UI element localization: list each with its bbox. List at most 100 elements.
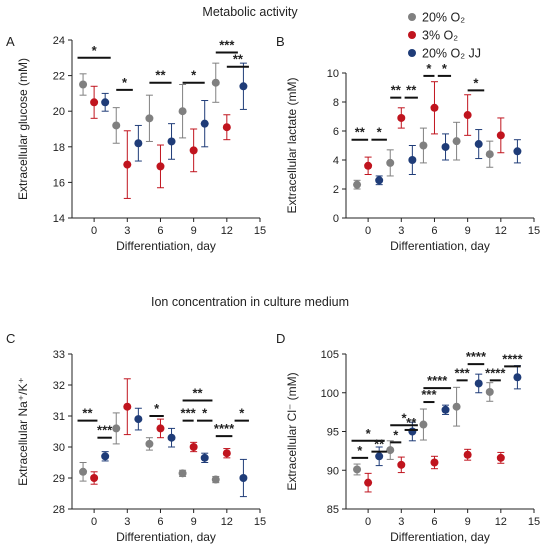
y-tick-label: 8 (333, 97, 339, 109)
x-tick-label: 9 (465, 516, 471, 528)
panel-d: D 85 90 95 100 105 0 3 6 9 12 15 Differentiation, da… (276, 331, 540, 544)
data-point (474, 379, 483, 388)
significance-label: * (154, 401, 160, 416)
significance-label: * (402, 410, 408, 425)
significance-label: ** (233, 52, 244, 67)
x-tick-label: 0 (91, 516, 97, 528)
legend-marker (408, 31, 416, 39)
y-tick-label: 100 (321, 388, 339, 400)
x-tick-label: 15 (254, 225, 266, 237)
data-point (90, 474, 99, 482)
data-point (375, 176, 384, 185)
data-point (222, 449, 231, 458)
significance-label: * (357, 443, 363, 458)
data-point (474, 140, 483, 149)
x-tick-label: 12 (221, 516, 233, 528)
y-tick-label: 85 (327, 504, 339, 516)
data-point (222, 123, 231, 132)
data-point (239, 82, 248, 91)
y-tick-label: 105 (321, 349, 339, 361)
x-tick-label: 6 (431, 516, 437, 528)
data-point (375, 452, 384, 461)
y-tick-label: 24 (53, 35, 65, 47)
data-point (156, 424, 165, 433)
data-point (397, 460, 406, 469)
data-point (353, 465, 362, 474)
data-point (364, 478, 373, 487)
data-point (430, 458, 439, 467)
data-point (145, 439, 154, 448)
y-tick-label: 16 (53, 177, 65, 189)
significance-label: * (393, 427, 399, 442)
data-point (408, 156, 417, 164)
data-point (452, 137, 461, 146)
significance-label: * (202, 406, 208, 421)
significance-label: **** (466, 349, 487, 364)
x-axis-label: Differentiation, day (116, 530, 216, 544)
x-tick-label: 15 (528, 225, 540, 237)
x-tick-label: 15 (254, 516, 266, 528)
data-point (513, 373, 522, 382)
y-tick-label: 33 (53, 349, 65, 361)
significance-label: ** (355, 125, 366, 140)
x-tick-label: 0 (365, 225, 371, 237)
significance-label: **** (502, 351, 523, 366)
panel-a: A 14 16 18 20 22 24 0 3 6 9 12 15 Differentiation, da… (6, 34, 266, 253)
significance-label: *** (97, 423, 113, 438)
y-tick-label: 2 (333, 184, 339, 196)
data-point (441, 142, 450, 151)
significance-label: * (473, 75, 479, 90)
significance-label: * (426, 61, 432, 76)
data-point (485, 387, 494, 396)
data-point (441, 405, 450, 414)
significance-label: **** (485, 365, 506, 380)
data-point (200, 453, 209, 462)
significance-label: * (366, 426, 372, 441)
x-tick-label: 3 (124, 516, 130, 528)
data-point (200, 119, 209, 128)
section-title-metabolic: Metabolic activity (202, 5, 298, 19)
data-point (167, 433, 176, 442)
data-point (211, 475, 220, 484)
legend-label: 20% O₂ JJ (422, 47, 481, 61)
y-tick-label: 22 (53, 71, 65, 83)
x-tick-label: 3 (398, 516, 404, 528)
legend-marker (408, 49, 416, 57)
y-tick-label: 10 (327, 68, 339, 80)
legend-label: 3% O₂ (422, 29, 458, 43)
x-axis-label: Differentiation, day (390, 239, 490, 253)
y-tick-label: 32 (53, 380, 65, 392)
section-title-ion: Ion concentration in culture medium (151, 295, 349, 309)
data-point (112, 121, 121, 130)
data-point (496, 131, 505, 140)
data-point (430, 103, 439, 112)
data-point (79, 467, 88, 476)
data-point (123, 402, 132, 411)
data-point (386, 446, 395, 455)
data-point (178, 469, 187, 478)
x-tick-label: 3 (398, 225, 404, 237)
y-tick-label: 90 (327, 465, 339, 477)
x-axis-label: Differentiation, day (390, 530, 490, 544)
data-point (189, 443, 198, 451)
x-tick-label: 3 (124, 225, 130, 237)
significance-label: ** (155, 68, 166, 83)
x-axis-label: Differentiation, day (116, 239, 216, 253)
significance-label: * (92, 43, 98, 58)
data-point (101, 452, 110, 461)
y-tick-label: 0 (333, 213, 339, 225)
significance-label: ** (391, 83, 402, 98)
data-point (134, 139, 143, 148)
legend-marker (408, 13, 416, 21)
data-point (178, 107, 187, 116)
panel-c: C 28 29 30 31 32 33 0 3 6 9 12 15 Differentiation, da… (6, 331, 266, 544)
data-point (134, 415, 143, 424)
data-point (463, 111, 472, 120)
y-tick-label: 18 (53, 142, 65, 154)
x-tick-label: 0 (365, 516, 371, 528)
data-point (79, 80, 88, 89)
y-axis-label: Extracellular Cl⁻ (mM) (285, 372, 299, 490)
data-point (386, 158, 395, 167)
